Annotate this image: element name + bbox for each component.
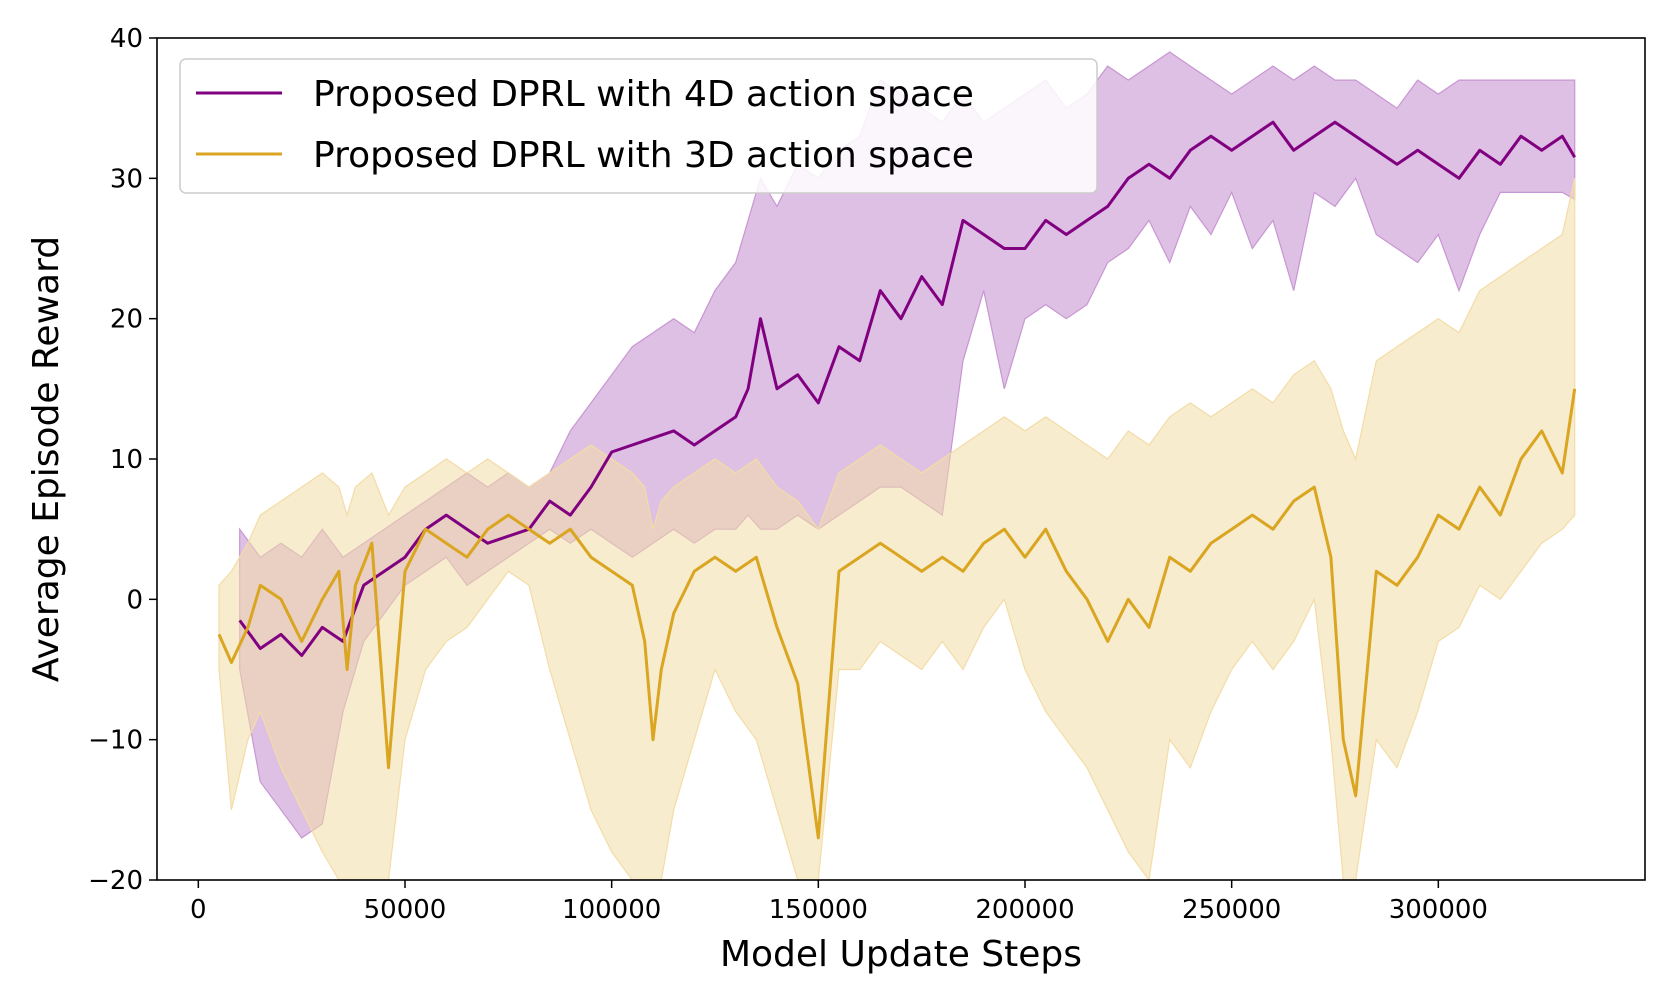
series-lines xyxy=(217,120,1577,840)
line-series-1 xyxy=(238,120,1576,657)
y-tick-label: 40 xyxy=(110,24,143,54)
x-tick-label: 100000 xyxy=(562,895,661,925)
y-tick-label: 10 xyxy=(110,445,143,475)
x-tick-label: 150000 xyxy=(769,895,868,925)
x-tick-label: 200000 xyxy=(975,895,1074,925)
y-tick-label: 0 xyxy=(126,585,143,615)
y-tick-label: −10 xyxy=(88,726,143,756)
x-tick-label: 250000 xyxy=(1182,895,1281,925)
x-axis-ticks: 0 50000 100000 150000 200000 250000 300000 xyxy=(190,880,1488,925)
legend: Proposed DPRL with 4D action space Propos… xyxy=(179,58,1098,194)
x-tick-label: 0 xyxy=(190,895,207,925)
legend-label-1: Proposed DPRL with 4D action space xyxy=(313,74,974,115)
line-series-2 xyxy=(217,388,1577,840)
y-tick-label: 30 xyxy=(110,164,143,194)
y-axis-ticks: −20 −10 0 10 20 30 40 xyxy=(88,24,157,896)
y-axis-label: Average Episode Reward xyxy=(26,236,67,682)
y-tick-label: −20 xyxy=(88,866,143,896)
x-axis-label: Model Update Steps xyxy=(720,934,1082,975)
legend-box xyxy=(179,58,1098,194)
legend-label-2: Proposed DPRL with 3D action space xyxy=(313,135,974,176)
y-tick-label: 20 xyxy=(110,305,143,335)
x-tick-label: 50000 xyxy=(364,895,447,925)
x-tick-label: 300000 xyxy=(1389,895,1488,925)
